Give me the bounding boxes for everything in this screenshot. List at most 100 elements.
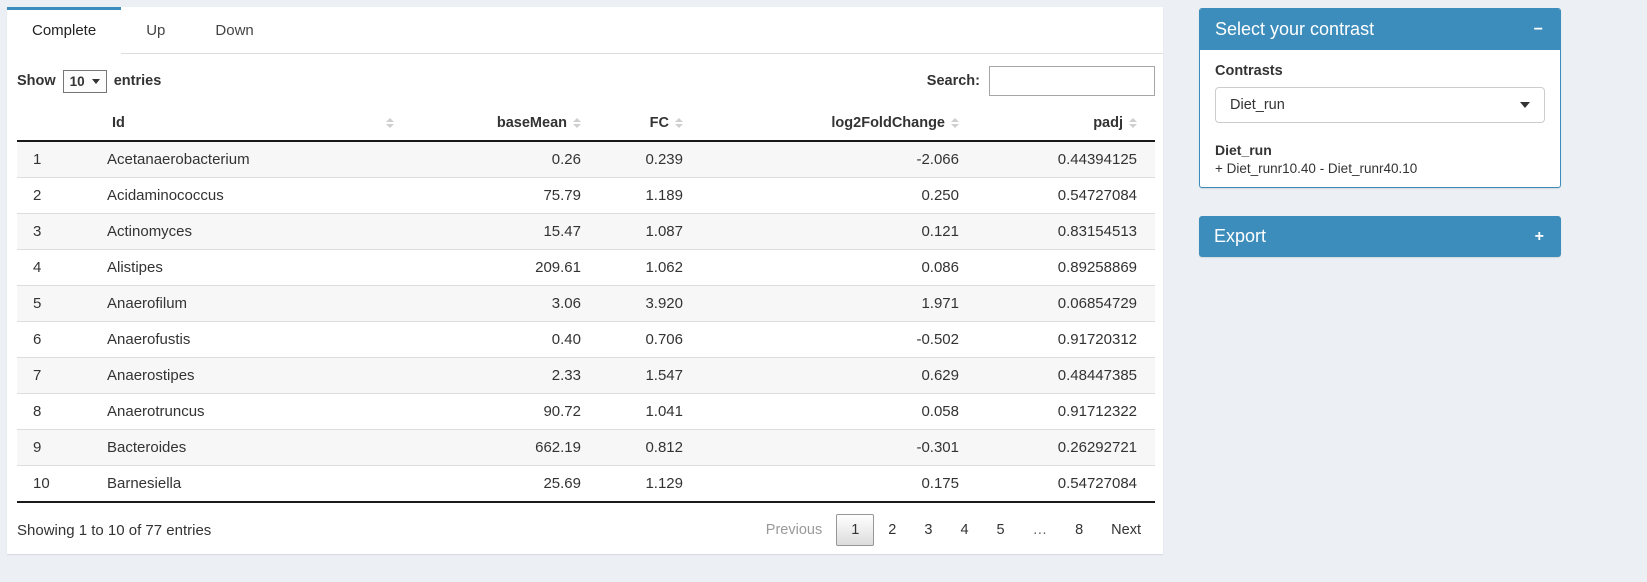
sidebar-panel: Select your contrast − Contrasts Diet_ru… [1199,8,1561,554]
column-header-log2foldchange[interactable]: log2FoldChange [697,106,975,142]
column-header-padj[interactable]: padj [975,106,1155,142]
cell-log2foldchange: -0.301 [697,429,975,466]
cell-basemean: 25.69 [402,465,597,502]
row-index: 5 [17,285,102,322]
contrast-box-title: Select your contrast [1215,19,1375,39]
pagination-page-8[interactable]: 8 [1075,522,1084,538]
cell-padj: 0.54727084 [975,177,1155,214]
cell-id: Anaerotruncus [102,393,402,430]
row-index: 3 [17,213,102,250]
cell-log2foldchange: 0.175 [697,465,975,502]
cell-padj: 0.26292721 [975,429,1155,466]
page-length-select[interactable]: 10 [62,69,107,93]
tab-down[interactable]: Down [190,7,279,53]
pagination-previous[interactable]: Previous [765,522,823,538]
page: Complete Up Down Show 10 entries Search: [7,7,1561,554]
collapse-minus-icon[interactable]: − [1533,20,1543,38]
cell-basemean: 209.61 [402,249,597,286]
cell-fc: 1.062 [597,249,697,286]
table-row: 2 Acidaminococcus 75.79 1.189 0.250 0.54… [17,177,1155,214]
results-table: Id baseMean FC [17,106,1155,503]
cell-padj: 0.48447385 [975,357,1155,394]
cell-padj: 0.44394125 [975,140,1155,178]
table-row: 5 Anaerofilum 3.06 3.920 1.971 0.0685472… [17,285,1155,322]
contrast-select-value: Diet_run [1230,97,1285,113]
sort-icon [386,118,394,128]
cell-basemean: 15.47 [402,213,597,250]
cell-log2foldchange: 1.971 [697,285,975,322]
row-index: 7 [17,357,102,394]
export-box-header: Export + [1199,216,1561,257]
column-header-fc[interactable]: FC [597,106,697,142]
pagination-page-5[interactable]: 5 [996,522,1005,538]
tab-complete[interactable]: Complete [7,7,122,54]
contrast-box-header: Select your contrast − [1200,9,1560,50]
table-row: 10 Barnesiella 25.69 1.129 0.175 0.54727… [17,465,1155,502]
table-controls: Show 10 entries Search: [17,66,1155,96]
contrast-formula: + Diet_runr10.40 - Diet_runr40.10 [1215,161,1418,176]
export-box-title: Export [1214,226,1267,246]
pagination-next[interactable]: Next [1111,522,1141,538]
cell-id: Anaerofustis [102,321,402,358]
caret-down-icon [91,78,100,84]
cell-basemean: 2.33 [402,357,597,394]
cell-id: Acetanaerobacterium [102,140,402,178]
cell-padj: 0.91712322 [975,393,1155,430]
contrasts-label: Contrasts [1215,63,1283,79]
row-index: 2 [17,177,102,214]
cell-fc: 0.812 [597,429,697,466]
cell-fc: 0.706 [597,321,697,358]
row-index: 1 [17,140,102,178]
show-label: Show [17,73,56,89]
cell-id: Alistipes [102,249,402,286]
contrast-select[interactable]: Diet_run [1215,87,1545,123]
column-header-basemean[interactable]: baseMean [402,106,597,142]
table-row: 4 Alistipes 209.61 1.062 0.086 0.8925886… [17,249,1155,286]
column-header-id[interactable]: Id [102,106,402,142]
results-table-card: Complete Up Down Show 10 entries Search: [7,7,1163,554]
table-info: Showing 1 to 10 of 77 entries [17,521,212,539]
cell-log2foldchange: 0.629 [697,357,975,394]
cell-basemean: 662.19 [402,429,597,466]
cell-log2foldchange: -2.066 [697,140,975,178]
sort-icon [573,118,581,128]
cell-padj: 0.54727084 [975,465,1155,502]
table-row: 8 Anaerotruncus 90.72 1.041 0.058 0.9171… [17,393,1155,430]
expand-plus-icon[interactable]: + [1534,227,1544,245]
tab-up[interactable]: Up [121,7,191,53]
pagination-page-1[interactable]: 1 [836,514,875,546]
search-input[interactable] [989,66,1155,96]
sort-icon [1129,118,1137,128]
cell-id: Barnesiella [102,465,402,502]
cell-padj: 0.89258869 [975,249,1155,286]
cell-padj: 0.06854729 [975,285,1155,322]
row-index: 10 [17,465,102,502]
pagination-page-4[interactable]: 4 [960,522,969,538]
cell-id: Anaerostipes [102,357,402,394]
sort-icon [951,118,959,128]
cell-basemean: 0.40 [402,321,597,358]
cell-id: Acidaminococcus [102,177,402,214]
cell-basemean: 3.06 [402,285,597,322]
cell-fc: 1.189 [597,177,697,214]
cell-id: Anaerofilum [102,285,402,322]
table-row: 3 Actinomyces 15.47 1.087 0.121 0.831545… [17,213,1155,250]
tab-panel-complete: Show 10 entries Search: [7,54,1163,546]
page-length-control: Show 10 entries [17,69,162,93]
pagination-ellipsis: … [1032,522,1048,538]
cell-fc: 0.239 [597,140,697,178]
cell-basemean: 90.72 [402,393,597,430]
contrast-box-body: Contrasts Diet_run Diet_run + Diet_runr1… [1200,50,1560,187]
table-footer: Showing 1 to 10 of 77 entries Previous 1… [17,514,1155,546]
pagination-page-2[interactable]: 2 [888,522,897,538]
entries-label: entries [113,73,162,89]
cell-fc: 1.129 [597,465,697,502]
cell-log2foldchange: 0.058 [697,393,975,430]
caret-down-icon [1520,102,1530,108]
cell-log2foldchange: 0.086 [697,249,975,286]
table-row: 7 Anaerostipes 2.33 1.547 0.629 0.484473… [17,357,1155,394]
pagination-page-3[interactable]: 3 [924,522,933,538]
contrast-box: Select your contrast − Contrasts Diet_ru… [1199,8,1561,188]
cell-id: Actinomyces [102,213,402,250]
cell-fc: 3.920 [597,285,697,322]
